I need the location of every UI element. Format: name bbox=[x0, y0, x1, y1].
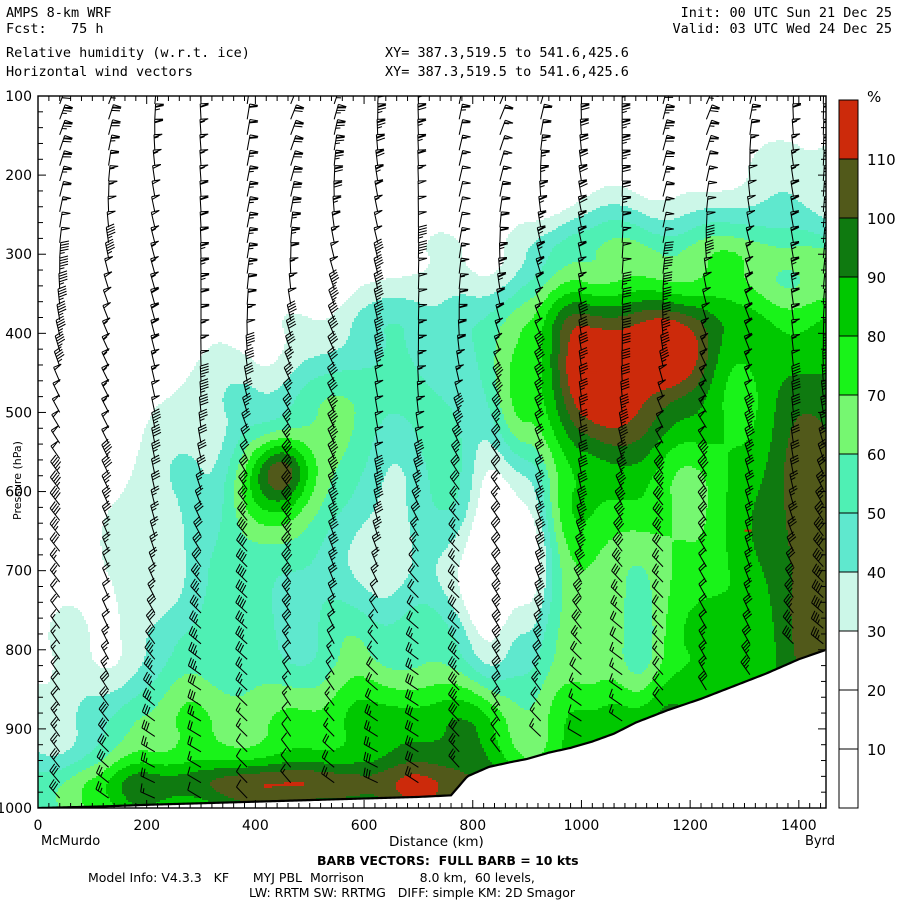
terrain-surface bbox=[38, 649, 826, 808]
colorbar-label-10: 10 bbox=[867, 741, 886, 759]
colorbar-label-80: 80 bbox=[867, 328, 886, 346]
header-xy-wind: XY= 387.3,519.5 to 541.6,425.6 bbox=[385, 64, 629, 80]
model-info-line: Model Info: V4.3.3 KF MYJ PBL Morrison 8… bbox=[88, 870, 535, 885]
colorbar-band-0[interactable] bbox=[838, 748, 859, 809]
colorbar-band-4[interactable] bbox=[838, 512, 859, 573]
x-tick-600: 600 bbox=[351, 818, 378, 834]
colorbar-band-9[interactable] bbox=[838, 217, 859, 278]
colorbar-band-6[interactable] bbox=[838, 394, 859, 455]
y-tick-900: 900 bbox=[5, 722, 32, 738]
header-model: AMPS 8-km WRF bbox=[6, 5, 112, 21]
x-axis-tick-labels: 0 200 400 600 800 1000 1200 1400 bbox=[34, 818, 817, 834]
colorbar-band-11[interactable] bbox=[838, 99, 859, 160]
colorbar-label-30: 30 bbox=[867, 623, 886, 641]
colorbar-band-5[interactable] bbox=[838, 453, 859, 514]
plot-frame bbox=[37, 95, 827, 809]
header-init: Init: 00 UTC Sun 21 Dec 25 bbox=[680, 5, 892, 21]
colorbar-band-10[interactable] bbox=[838, 158, 859, 219]
x-axis-title: Distance (km) bbox=[389, 834, 484, 850]
colorbar-label-70: 70 bbox=[867, 387, 886, 405]
header-field-wind: Horizontal wind vectors bbox=[6, 64, 193, 80]
station-label-right: Byrd bbox=[805, 834, 835, 849]
colorbar-label-20: 20 bbox=[867, 682, 886, 700]
colorbar-label-50: 50 bbox=[867, 505, 886, 523]
y-axis-tick-labels: 100 200 300 400 500 600 700 800 900 1000 bbox=[0, 89, 32, 817]
colorbar-band-8[interactable] bbox=[838, 276, 859, 337]
y-tick-300: 300 bbox=[5, 247, 32, 263]
header-xy-humidity: XY= 387.3,519.5 to 541.6,425.6 bbox=[385, 45, 629, 61]
y-tick-700: 700 bbox=[5, 564, 32, 580]
colorbar-label-90: 90 bbox=[867, 269, 886, 287]
station-label-left: McMurdo bbox=[41, 834, 101, 849]
header-fcst: Fcst: 75 h bbox=[6, 21, 104, 37]
x-tick-1400: 1400 bbox=[781, 818, 817, 834]
y-tick-800: 800 bbox=[5, 643, 32, 659]
colorbar-band-1[interactable] bbox=[838, 689, 859, 750]
header-field-humidity: Relative humidity (w.r.t. ice) bbox=[6, 45, 250, 61]
x-tick-400: 400 bbox=[242, 818, 269, 834]
y-tick-100: 100 bbox=[5, 89, 32, 105]
colorbar-band-3[interactable] bbox=[838, 571, 859, 632]
colorbar-tick-labels: 110 100 90 80 70 60 50 40 30 20 10 bbox=[867, 151, 896, 759]
colorbar-unit-label: % bbox=[867, 88, 881, 106]
x-tick-1000: 1000 bbox=[564, 818, 600, 834]
y-axis-title: Pressure (hPa) bbox=[11, 441, 24, 520]
y-tick-200: 200 bbox=[5, 168, 32, 184]
colorbar-label-110: 110 bbox=[867, 151, 896, 169]
wind-barb-field bbox=[48, 96, 826, 799]
humidity-contour-fill bbox=[38, 96, 826, 808]
y-tick-1000: 1000 bbox=[0, 801, 32, 817]
x-tick-200: 200 bbox=[133, 818, 160, 834]
colorbar[interactable] bbox=[838, 99, 859, 809]
x-tick-1200: 1200 bbox=[672, 818, 708, 834]
y-tick-400: 400 bbox=[5, 326, 32, 342]
physics-info-line: LW: RRTM SW: RRTMG DIFF: simple KM: 2D S… bbox=[249, 885, 576, 900]
colorbar-label-60: 60 bbox=[867, 446, 886, 464]
x-tick-0: 0 bbox=[34, 818, 43, 834]
y-tick-500: 500 bbox=[5, 405, 32, 421]
x-tick-800: 800 bbox=[459, 818, 486, 834]
header-valid: Valid: 03 UTC Wed 24 Dec 25 bbox=[672, 21, 892, 37]
y-tick-600: 600 bbox=[5, 485, 32, 501]
barb-scale-note: BARB VECTORS: FULL BARB = 10 kts bbox=[317, 853, 579, 868]
colorbar-band-2[interactable] bbox=[838, 630, 859, 691]
colorbar-label-40: 40 bbox=[867, 564, 886, 582]
colorbar-band-7[interactable] bbox=[838, 335, 859, 396]
colorbar-label-100: 100 bbox=[867, 210, 896, 228]
